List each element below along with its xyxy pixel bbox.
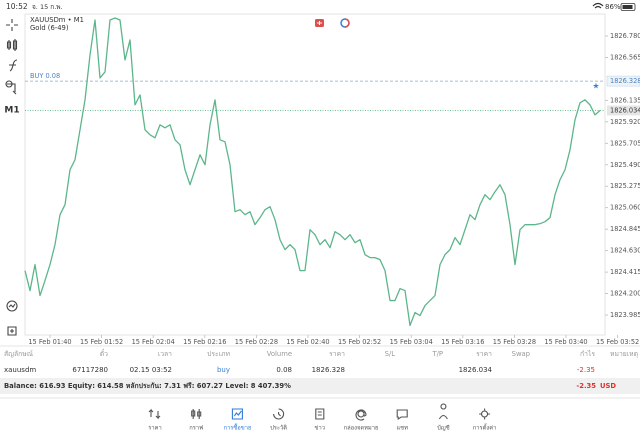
table-header: ประเภท [207, 350, 230, 358]
nav-icon[interactable] [231, 408, 243, 420]
x-tick-label: 15 Feb 02:16 [183, 338, 226, 346]
plot-frame [24, 13, 606, 336]
y-tick-label: 1826.135 [610, 96, 640, 104]
x-tick-label: 15 Feb 02:40 [286, 338, 329, 346]
y-tick-label: 1825.490 [610, 161, 640, 169]
table-header: Volume [267, 350, 292, 358]
nav-label[interactable]: บัญชี [437, 424, 450, 432]
nav-icon[interactable] [191, 409, 202, 419]
y-tick-label: 1825.920 [610, 118, 640, 126]
nav-icon[interactable] [396, 409, 408, 421]
table-header: สัญลักษณ์ [4, 350, 34, 358]
battery-icon [620, 3, 636, 11]
chart-subtitle: Gold (6-49) [30, 24, 69, 32]
new-order-tool[interactable] [7, 326, 17, 336]
x-tick-label: 15 Feb 03:28 [493, 338, 536, 346]
status-date: จ. 15 ก.พ. [32, 3, 63, 11]
table-header: Swap [512, 350, 530, 358]
price-box [607, 105, 640, 116]
wifi-icon [592, 2, 604, 9]
nav-label[interactable]: กราฟ [189, 425, 203, 432]
indicator-tool[interactable] [9, 59, 18, 72]
table-cell: buy [217, 366, 230, 374]
timeframe[interactable]: M1 [4, 106, 19, 116]
nav-label[interactable]: แชท [396, 425, 408, 432]
balance-currency: USD [600, 382, 616, 390]
status-time: 10:52 [6, 2, 28, 11]
y-tick-label: 1824.630 [610, 247, 640, 255]
x-tick-label: 15 Feb 02:52 [338, 338, 381, 346]
nav-label[interactable]: ราคา [148, 425, 162, 432]
buy-line-label: BUY 0.08 [30, 72, 60, 80]
table-header: กำไร [580, 350, 595, 358]
x-tick-label: 15 Feb 02:28 [235, 338, 278, 346]
nav-label[interactable]: การตั้งค่า [473, 423, 497, 432]
left-toolbar [5, 19, 18, 336]
y-tick-label: 1826.565 [610, 53, 640, 61]
x-tick-label: 15 Feb 02:04 [132, 338, 175, 346]
table-header: ราคา [329, 350, 345, 358]
table-header: ราคา [476, 350, 492, 358]
nav-icon[interactable] [273, 408, 285, 420]
one-click-mark [344, 18, 350, 28]
table-cell: 1826.328 [312, 366, 345, 374]
nav-label[interactable]: การซื้อขาย [223, 423, 251, 432]
chart-type-tool[interactable] [6, 39, 18, 51]
table-cell: -2.35 [577, 366, 595, 374]
zoom-tool-mark [8, 303, 16, 308]
x-tick-label: 15 Feb 03:40 [544, 338, 587, 346]
buy-price-box [606, 75, 640, 87]
x-tick-label: 15 Feb 01:52 [80, 338, 123, 346]
balance-profit: -2.35 [576, 382, 596, 390]
table-cell: 02.15 03:52 [130, 366, 172, 374]
x-tick-label: 15 Feb 03:04 [390, 338, 433, 346]
table-header: T/P [431, 350, 443, 358]
nav-label[interactable]: กล่องจดหมาย [344, 425, 379, 432]
balance-row-bg [0, 378, 640, 394]
y-tick-label: 1825.060 [610, 204, 640, 212]
trade-button-mark [317, 21, 322, 25]
chart: XAUUSDm • M1 Gold (6-49) ★ [24, 13, 606, 336]
table-cell: 67117280 [72, 366, 108, 374]
battery-level [622, 5, 633, 9]
nav-icon[interactable] [355, 409, 367, 421]
x-tick-label: 15 Feb 03:16 [441, 338, 484, 346]
price-label: 1826.034 [610, 106, 640, 114]
nav-icon[interactable] [438, 403, 448, 420]
table-header: เวลา [158, 350, 172, 358]
chart-title: XAUUSDm • M1 [30, 16, 84, 24]
nav-label[interactable]: ข่าว [315, 425, 325, 432]
y-tick-label: 1825.275 [610, 182, 640, 190]
table-header: หมายเหตุ [610, 350, 638, 358]
nav-icon[interactable] [315, 408, 325, 420]
y-tick-label: 1825.705 [610, 139, 640, 147]
crosshair-tool[interactable] [6, 19, 18, 31]
y-tick-label: 1824.415 [610, 268, 640, 276]
y-tick-label: 1824.200 [610, 290, 640, 298]
zoom-tool[interactable] [6, 300, 18, 312]
buy-price-label: 1826.328 [610, 77, 640, 85]
x-tick-label: 15 Feb 03:52 [596, 338, 639, 346]
table-header: ตั๋ว [100, 349, 108, 358]
battery-text: 86% [605, 3, 621, 11]
y-tick-label: 1823.985 [610, 311, 640, 319]
y-tick-label: 1826.780 [610, 32, 640, 40]
price-series [24, 17, 601, 327]
alert-star[interactable]: ★ [592, 82, 599, 91]
object-tool[interactable] [5, 80, 17, 95]
table-cell: 0.08 [276, 366, 292, 374]
nav-icon[interactable] [148, 408, 161, 420]
y-tick-label: 1824.845 [610, 225, 640, 233]
balance-text: Balance: 616.93 Equity: 614.58 หลักประกั… [4, 382, 291, 390]
table-cell: 1826.034 [459, 366, 493, 374]
x-tick-label: 15 Feb 01:40 [28, 338, 71, 346]
table-header: S/L [385, 350, 396, 358]
nav-label[interactable]: ประวัติ [270, 424, 287, 432]
nav-icon[interactable] [479, 408, 491, 420]
table-cell: xauusdm [4, 366, 36, 374]
